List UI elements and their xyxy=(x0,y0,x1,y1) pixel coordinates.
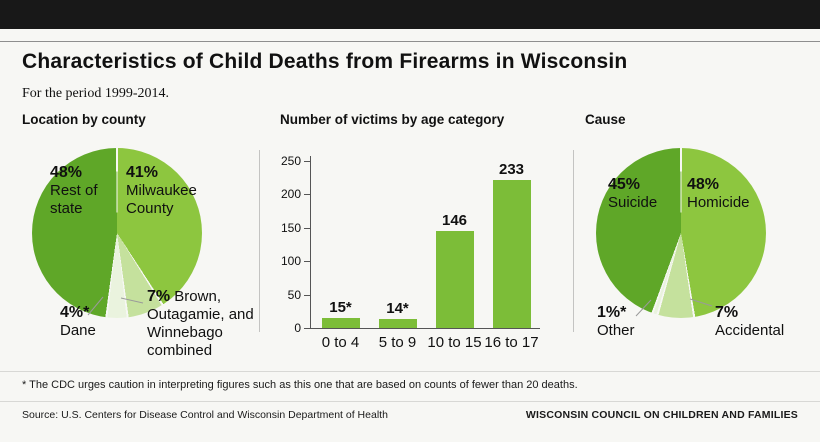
source-credit: Source: U.S. Centers for Disease Control… xyxy=(22,409,388,421)
slice-pct: 7% xyxy=(147,288,171,305)
slice-text: Rest of state xyxy=(50,182,98,217)
top-bar xyxy=(0,0,820,29)
slice-label-rest-of-state: 48% Rest of state xyxy=(50,164,116,218)
bar-value-label: 146 xyxy=(441,211,468,229)
footnote-divider-top xyxy=(0,371,820,372)
bar-group-1: 14* xyxy=(369,161,426,328)
slice-text: Suicide xyxy=(608,194,658,211)
y-axis-line xyxy=(310,156,311,329)
slice-label-suicide: 45% Suicide xyxy=(608,176,674,212)
bar-chart-bars: 15* 14* 146 233 xyxy=(312,161,540,328)
y-tick xyxy=(304,161,310,162)
organization-name: WISCONSIN COUNCIL ON CHILDREN AND FAMILI… xyxy=(525,409,798,421)
bar-value-label: 233 xyxy=(498,161,525,178)
y-axis-label: 100 xyxy=(280,254,301,269)
slice-text: Homicide xyxy=(687,194,750,211)
section-divider xyxy=(573,150,574,332)
slice-text: Dane xyxy=(60,322,96,339)
slice-pct: 4%* xyxy=(60,304,90,321)
slice-text: Other xyxy=(597,322,635,339)
cause-pie-chart xyxy=(596,148,766,318)
section-title-cause: Cause xyxy=(585,112,626,127)
page-subtitle: For the period 1999-2014. xyxy=(22,86,169,101)
bar-group-2: 146 xyxy=(426,161,483,328)
slice-label-homicide: 48% Homicide xyxy=(687,176,773,212)
y-tick xyxy=(304,328,310,329)
x-axis-label: 5 to 9 xyxy=(378,334,417,351)
slice-text: Brown, Outagamie, and Winnebago combined xyxy=(147,288,254,359)
section-title-location: Location by county xyxy=(22,112,146,127)
y-axis-label: 200 xyxy=(280,187,301,202)
header-divider xyxy=(0,41,820,42)
slice-pct: 48% xyxy=(50,164,83,181)
section-title-age: Number of victims by age category xyxy=(280,112,505,127)
y-axis-ticks xyxy=(304,161,310,329)
slice-pct: 7% xyxy=(715,304,739,321)
y-axis-label: 0 xyxy=(294,321,301,335)
slice-label-accidental: 7% Accidental xyxy=(715,304,807,340)
x-axis-line xyxy=(310,328,540,329)
bar-value-label: 14* xyxy=(386,299,409,317)
y-axis-label: 50 xyxy=(287,287,301,302)
slice-pct: 1%* xyxy=(597,304,627,321)
slice-label-other: 1%* Other xyxy=(597,304,657,340)
bar-group-3: 233 xyxy=(483,161,540,328)
slice-text: Milwaukee County xyxy=(126,182,197,217)
y-axis-labels: 0 50 100 150 200 250 xyxy=(268,154,301,335)
y-tick xyxy=(304,261,310,263)
x-axis-label: 10 to 15 xyxy=(427,334,482,351)
bar xyxy=(492,180,531,328)
slice-label-milwaukee: 41% Milwaukee County xyxy=(126,164,220,218)
section-divider xyxy=(259,150,260,332)
y-tick xyxy=(304,294,310,296)
location-pie-chart xyxy=(32,148,202,318)
x-axis-labels: 0 to 4 5 to 9 10 to 15 16 to 17 xyxy=(312,334,540,351)
bar-value-label: 15* xyxy=(329,299,352,316)
x-axis-label: 16 to 17 xyxy=(484,334,539,351)
slice-text: Accidental xyxy=(715,322,785,339)
footnote: * The CDC urges caution in interpreting … xyxy=(22,379,578,391)
y-axis-label: 150 xyxy=(280,220,301,235)
y-axis-label: 250 xyxy=(280,154,301,168)
slice-pct: 41% xyxy=(126,164,159,181)
slice-pct: 48% xyxy=(687,176,720,193)
bar-group-0: 15* xyxy=(312,161,369,328)
y-tick xyxy=(304,227,310,229)
x-axis-label: 0 to 4 xyxy=(321,334,360,351)
page-title: Characteristics of Child Deaths from Fir… xyxy=(22,50,628,73)
slice-label-dane: 4%* Dane xyxy=(60,304,120,340)
bar xyxy=(321,318,360,328)
bar xyxy=(435,230,474,328)
footnote-divider-bottom xyxy=(0,401,820,402)
slice-pct: 45% xyxy=(608,176,641,193)
slice-label-brown-combined: 7% Brown, Outagamie, and Winnebago combi… xyxy=(147,288,269,360)
y-tick xyxy=(304,194,310,196)
bar xyxy=(378,318,417,328)
